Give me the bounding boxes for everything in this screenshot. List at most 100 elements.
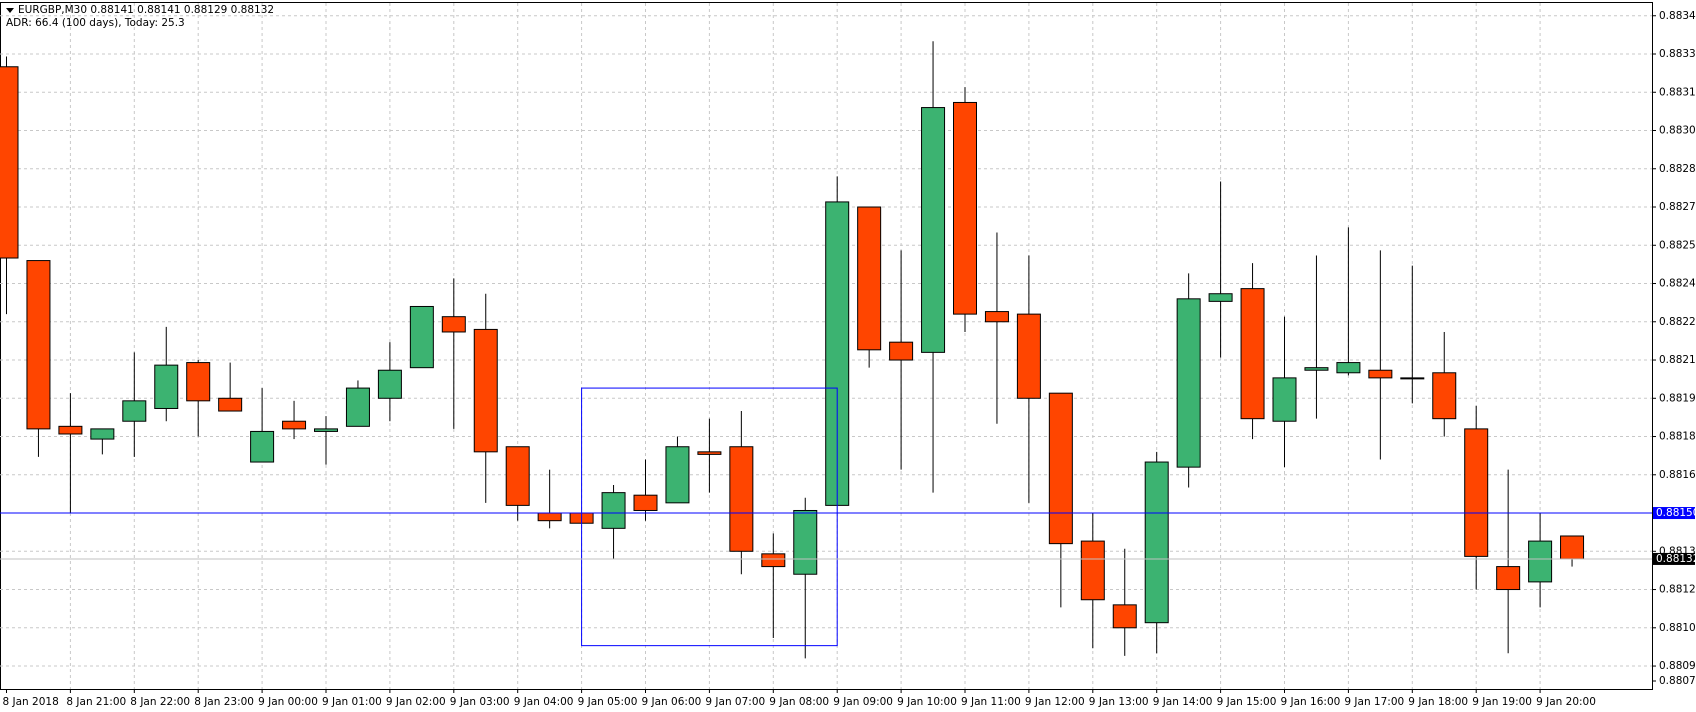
- x-tick-label: 9 Jan 09:00: [833, 696, 893, 708]
- x-tick-label: 9 Jan 12:00: [1025, 696, 1085, 708]
- hline-label: 0.88150: [1656, 507, 1696, 519]
- candle-body: [154, 364, 179, 409]
- candle-body: [250, 430, 275, 463]
- candle-body: [984, 311, 1009, 323]
- candle-body: [665, 446, 690, 504]
- x-tick-label: 9 Jan 20:00: [1536, 696, 1596, 708]
- candle-body: [1400, 377, 1425, 380]
- x-tick-label: 8 Jan 21:00: [66, 696, 126, 708]
- x-tick-label: 9 Jan 10:00: [897, 696, 957, 708]
- candle-body: [58, 425, 83, 435]
- candle-body: [601, 492, 626, 529]
- candle-body: [1240, 288, 1265, 420]
- x-tick-label: 9 Jan 14:00: [1153, 696, 1213, 708]
- candle-body: [1464, 428, 1489, 557]
- candle-body: [314, 428, 338, 432]
- candle-body: [1208, 293, 1233, 302]
- candle-body: [1496, 566, 1521, 591]
- y-tick-label: 0.88105: [1659, 622, 1696, 634]
- x-tick-label: 9 Jan 08:00: [769, 696, 829, 708]
- candle-body: [1112, 604, 1137, 629]
- price-label: 0.88132: [1656, 553, 1696, 565]
- x-tick-label: 9 Jan 19:00: [1472, 696, 1532, 708]
- candle-body: [473, 328, 498, 453]
- candle-body: [90, 428, 115, 440]
- y-tick-label: 0.88225: [1659, 316, 1696, 328]
- candle-body: [921, 107, 946, 353]
- candle-body: [26, 260, 51, 430]
- candle-body: [345, 387, 370, 427]
- chart-title: EURGBP,M30 0.88141 0.88141 0.88129 0.881…: [18, 4, 274, 16]
- candle-body: [1528, 540, 1553, 583]
- candle-body: [1432, 372, 1457, 420]
- menu-triangle[interactable]: [6, 8, 14, 13]
- candle-body: [218, 397, 243, 412]
- x-tick-label: 9 Jan 01:00: [322, 696, 382, 708]
- y-tick-label: 0.88285: [1659, 163, 1696, 175]
- x-tick-label: 9 Jan 17:00: [1344, 696, 1404, 708]
- x-tick-label: 9 Jan 18:00: [1408, 696, 1468, 708]
- candle-body: [761, 553, 786, 568]
- candle-body: [953, 101, 977, 315]
- candle-body: [793, 509, 818, 575]
- x-tick-label: 9 Jan 06:00: [642, 696, 702, 708]
- candle-body: [505, 446, 530, 506]
- candle-body: [1016, 313, 1041, 399]
- candle-body: [1080, 540, 1105, 601]
- hline-label-bg: [1653, 507, 1695, 520]
- candle-body: [697, 451, 722, 455]
- candle-body: [377, 369, 402, 399]
- candle-body: [889, 341, 914, 361]
- box-annotation: [581, 387, 838, 647]
- candle-body: [1272, 377, 1297, 422]
- candle-body: [1368, 369, 1393, 379]
- y-tick-label: 0.88075: [1659, 675, 1696, 687]
- x-tick-label: 9 Jan 13:00: [1089, 696, 1149, 708]
- x-tick-label: 9 Jan 03:00: [450, 696, 510, 708]
- y-tick-label: 0.88165: [1659, 469, 1696, 481]
- x-tick-label: 8 Jan 2018: [3, 696, 59, 708]
- candle-body: [1336, 362, 1361, 374]
- x-tick-label: 8 Jan 22:00: [130, 696, 190, 708]
- y-tick-label: 0.88345: [1659, 10, 1696, 22]
- candle-body: [441, 316, 466, 333]
- candle-body: [1176, 298, 1201, 468]
- x-tick-label: 9 Jan 15:00: [1217, 696, 1277, 708]
- y-tick-label: 0.88315: [1659, 86, 1696, 98]
- plot-frame: [0, 2, 1653, 690]
- price-label-bg: [1653, 552, 1695, 565]
- x-tick-label: 9 Jan 00:00: [258, 696, 318, 708]
- candle-body: [409, 305, 434, 369]
- candle-body: [122, 400, 147, 422]
- x-tick-label: 8 Jan 23:00: [194, 696, 254, 708]
- candle-body: [537, 512, 562, 522]
- candle-body: [1144, 461, 1169, 624]
- x-tick-label: 9 Jan 02:00: [386, 696, 446, 708]
- candle-body: [857, 206, 882, 351]
- candle-body: [633, 494, 658, 511]
- x-tick-label: 9 Jan 05:00: [578, 696, 638, 708]
- x-tick-label: 9 Jan 04:00: [514, 696, 574, 708]
- candle-body: [0, 66, 19, 259]
- y-tick-label: 0.88195: [1659, 392, 1696, 404]
- x-tick-label: 9 Jan 11:00: [961, 696, 1021, 708]
- x-tick-label: 9 Jan 07:00: [705, 696, 765, 708]
- candle-body: [729, 446, 754, 552]
- candle-body: [282, 420, 307, 430]
- chart-subtitle: ADR: 66.4 (100 days), Today: 25.3: [6, 17, 185, 29]
- y-tick-label: 0.88255: [1659, 239, 1696, 251]
- x-tick-label: 9 Jan 16:00: [1281, 696, 1341, 708]
- marks: [0, 41, 1585, 659]
- candle-body: [186, 362, 211, 402]
- candle-body: [1304, 367, 1329, 371]
